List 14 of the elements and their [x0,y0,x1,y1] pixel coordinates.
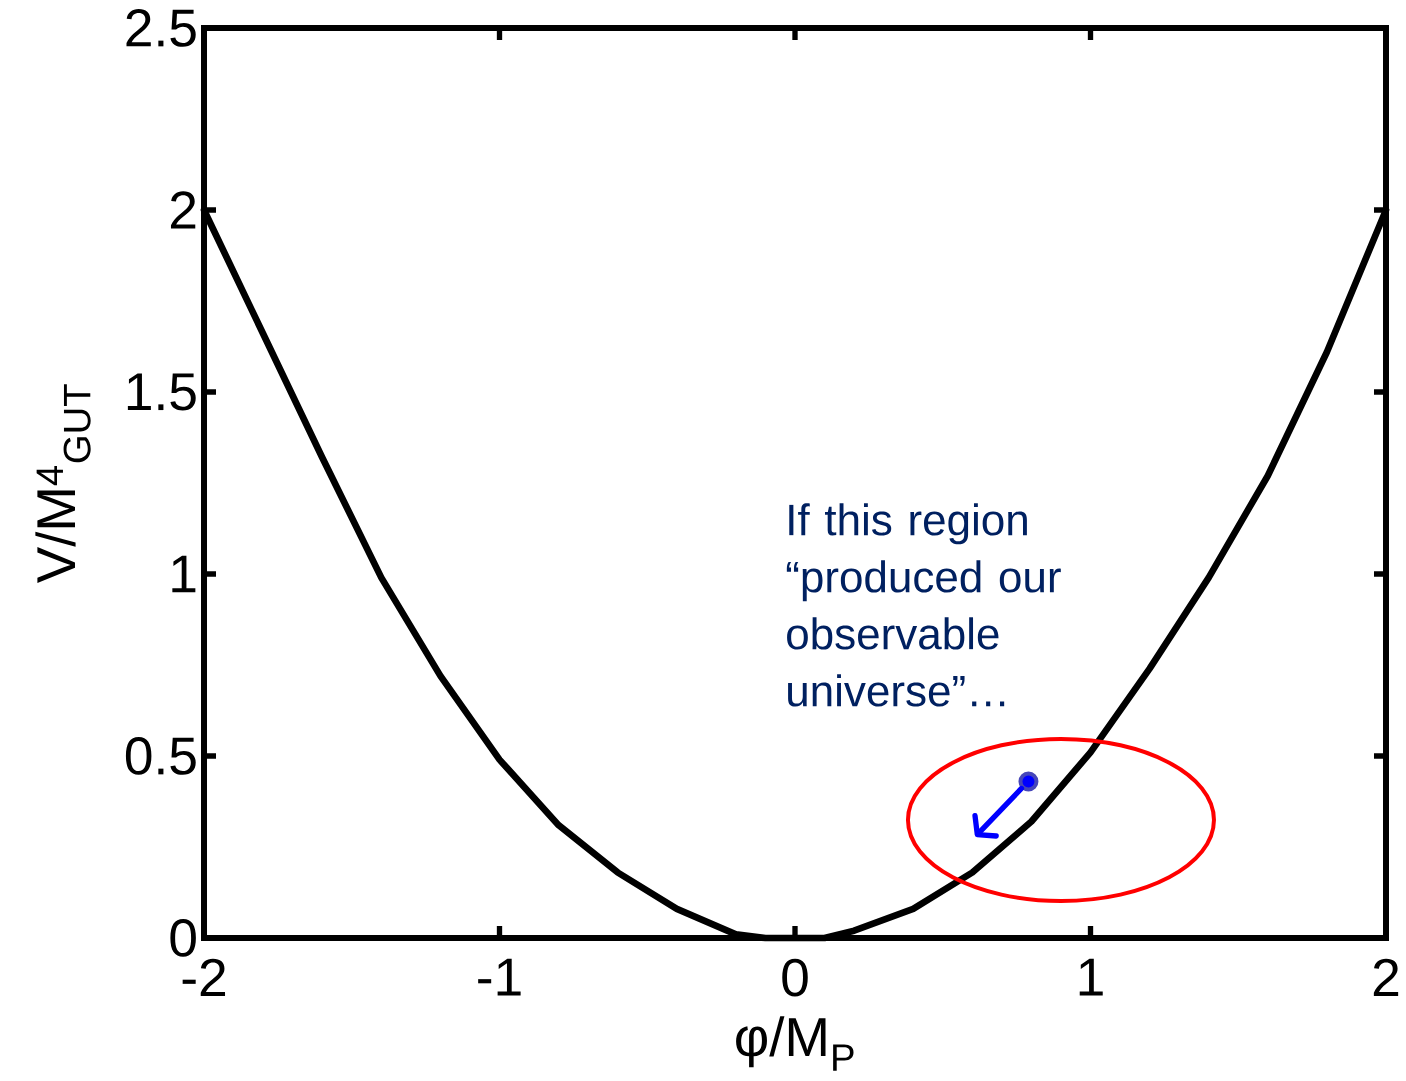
y-axis-title: V/M$^{4}$GUT [35,384,91,584]
y-tick-label: 1 [172,555,196,593]
y-tick-label: 2.5 [126,9,196,47]
y-tick-label: 0 [170,919,196,957]
x-axis-title: φ/M$_{P}$ [736,1016,854,1071]
y-tick-label: 1.5 [127,373,196,411]
x-tick-label: 0 [782,958,808,997]
annotation: If this region “produced our observable universe”… [786,503,1061,707]
x-tick-label: 2 [1373,958,1399,996]
y-tick-label: 2 [170,191,196,229]
x-tick-label: -2 [182,958,226,996]
y-tick-label: 0.5 [125,737,196,775]
x-tick-label: 1 [1079,958,1103,996]
x-tick-label: -1 [478,958,521,996]
